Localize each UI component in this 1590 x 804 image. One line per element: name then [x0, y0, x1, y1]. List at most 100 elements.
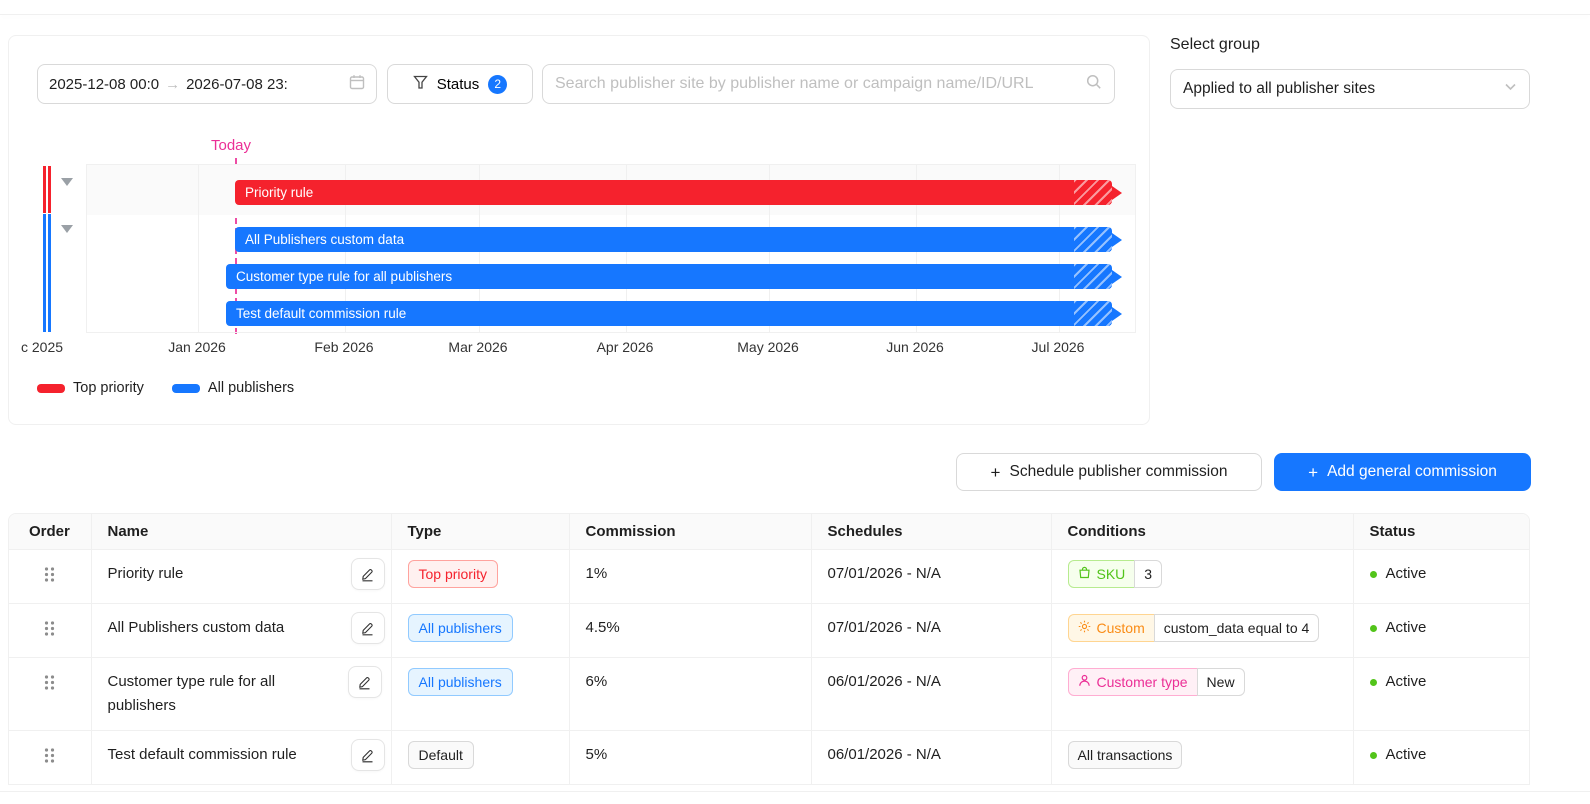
- open-end-hatch: [1074, 227, 1112, 252]
- legend-label: Top priority: [73, 380, 144, 396]
- commission-timeline-card: 2025-12-08 00:0 → 2026-07-08 23: Status …: [8, 35, 1150, 425]
- status-dot: [1370, 625, 1377, 632]
- top-divider: [0, 14, 1590, 15]
- select-group-label: Select group: [1170, 36, 1260, 54]
- collapse-caret-top-priority[interactable]: [61, 178, 73, 186]
- col-header-commission: Commission: [569, 514, 811, 550]
- group-strip-top-priority: [48, 166, 51, 213]
- gantt-bar-priority-rule[interactable]: Priority rule: [235, 180, 1112, 205]
- status-filter-count-badge: 2: [488, 75, 507, 94]
- schedule-value: 07/01/2026 - N/A: [811, 550, 1051, 604]
- add-general-commission-button[interactable]: + Add general commission: [1274, 453, 1531, 491]
- table-header-row: Order Name Type Commission Schedules Con…: [9, 514, 1530, 550]
- axis-tick: Apr 2026: [597, 339, 654, 355]
- condition-tag: Customer type New: [1068, 668, 1245, 696]
- collapse-caret-all-publishers[interactable]: [61, 225, 73, 233]
- table-row: All Publishers custom data All publisher…: [9, 604, 1530, 658]
- col-header-type: Type: [391, 514, 569, 550]
- gantt-bar-test-default-rule[interactable]: Test default commission rule: [226, 301, 1112, 326]
- type-tag: Default: [408, 741, 474, 769]
- table-row: Test default commission rule Default 5% …: [9, 731, 1530, 785]
- month-gridline: [198, 165, 199, 332]
- rule-name: Priority rule: [108, 558, 343, 590]
- group-select-value: Applied to all publisher sites: [1183, 80, 1375, 98]
- person-icon: [1078, 671, 1091, 693]
- gear-icon: [1078, 617, 1091, 639]
- edit-rule-button[interactable]: [351, 558, 385, 590]
- condition-label: Customer type: [1097, 671, 1188, 693]
- schedule-value: 06/01/2026 - N/A: [811, 658, 1051, 731]
- schedule-publisher-commission-button[interactable]: + Schedule publisher commission: [956, 453, 1262, 491]
- rule-name: Test default commission rule: [108, 739, 343, 771]
- axis-tick: Jun 2026: [886, 339, 944, 355]
- schedule-value: 07/01/2026 - N/A: [811, 604, 1051, 658]
- search-icon: [1086, 74, 1102, 95]
- condition-tag: All transactions: [1068, 741, 1183, 769]
- drag-handle[interactable]: [43, 566, 56, 591]
- open-end-hatch: [1074, 301, 1112, 326]
- group-select-dropdown[interactable]: Applied to all publisher sites: [1170, 69, 1530, 109]
- gantt-bar-all-publishers-custom-data[interactable]: All Publishers custom data: [235, 227, 1112, 252]
- search-input[interactable]: [555, 75, 1078, 93]
- schedule-button-label: Schedule publisher commission: [1009, 463, 1227, 481]
- drag-handle[interactable]: [43, 747, 56, 772]
- gantt-x-axis: c 2025 Jan 2026 Feb 2026 Mar 2026 Apr 20…: [9, 339, 1151, 359]
- type-tag: Top priority: [408, 560, 498, 588]
- edit-rule-button[interactable]: [348, 666, 382, 698]
- drag-handle[interactable]: [43, 620, 56, 645]
- legend-label: All publishers: [208, 380, 294, 396]
- status-text: Active: [1386, 670, 1427, 694]
- open-end-arrow: [1112, 270, 1122, 284]
- add-button-label: Add general commission: [1327, 463, 1497, 481]
- edit-rule-button[interactable]: [351, 739, 385, 771]
- open-end-hatch: [1074, 180, 1112, 205]
- legend-swatch-red: [37, 384, 65, 393]
- status-dot: [1370, 571, 1377, 578]
- drag-handle[interactable]: [43, 674, 56, 699]
- group-strip-top-priority: [43, 166, 46, 213]
- swap-right-icon: →: [165, 76, 180, 93]
- condition-tag: Custom custom_data equal to 4: [1068, 614, 1320, 642]
- commission-value: 6%: [569, 658, 811, 731]
- col-header-schedules: Schedules: [811, 514, 1051, 550]
- search-box: [542, 64, 1115, 104]
- commission-value: 4.5%: [569, 604, 811, 658]
- table-row: Customer type rule for all publishers Al…: [9, 658, 1530, 731]
- gantt-bar-label: Priority rule: [245, 185, 313, 200]
- open-end-arrow: [1112, 233, 1122, 247]
- gantt-bar-customer-type-rule[interactable]: Customer type rule for all publishers: [226, 264, 1112, 289]
- legend-item-all-publishers: All publishers: [172, 380, 294, 396]
- filter-funnel-icon: [413, 75, 428, 94]
- commission-rules-table: Order Name Type Commission Schedules Con…: [8, 513, 1530, 785]
- status-text: Active: [1386, 562, 1427, 586]
- date-range-picker[interactable]: 2025-12-08 00:0 → 2026-07-08 23:: [37, 64, 377, 104]
- status-dot: [1370, 752, 1377, 759]
- gantt-plot-area: Priority rule All Publishers custom data…: [86, 164, 1136, 333]
- pencil-icon: [360, 621, 375, 636]
- schedule-value: 06/01/2026 - N/A: [811, 731, 1051, 785]
- open-end-arrow: [1112, 186, 1122, 200]
- condition-value: New: [1197, 668, 1245, 696]
- rule-name: Customer type rule for all publishers: [108, 666, 340, 722]
- col-header-name: Name: [91, 514, 391, 550]
- status-text: Active: [1386, 743, 1427, 767]
- chart-legend: Top priority All publishers: [37, 380, 294, 396]
- type-tag: All publishers: [408, 668, 513, 696]
- col-header-conditions: Conditions: [1051, 514, 1353, 550]
- condition-label: All transactions: [1068, 741, 1183, 769]
- type-tag: All publishers: [408, 614, 513, 642]
- status-dot: [1370, 679, 1377, 686]
- legend-swatch-blue: [172, 384, 200, 393]
- edit-rule-button[interactable]: [351, 612, 385, 644]
- status-filter-button[interactable]: Status 2: [387, 64, 533, 104]
- date-start-value[interactable]: 2025-12-08 00:0: [49, 76, 159, 93]
- status-text: Active: [1386, 616, 1427, 640]
- bottom-divider: [0, 791, 1590, 792]
- gantt-bar-label: Test default commission rule: [236, 306, 406, 321]
- commission-value: 5%: [569, 731, 811, 785]
- date-end-value[interactable]: 2026-07-08 23:: [186, 76, 288, 93]
- group-strip-all-publishers: [43, 214, 46, 332]
- chevron-down-icon: [1504, 80, 1517, 98]
- gantt-bar-label: All Publishers custom data: [245, 232, 404, 247]
- axis-tick: Jul 2026: [1032, 339, 1085, 355]
